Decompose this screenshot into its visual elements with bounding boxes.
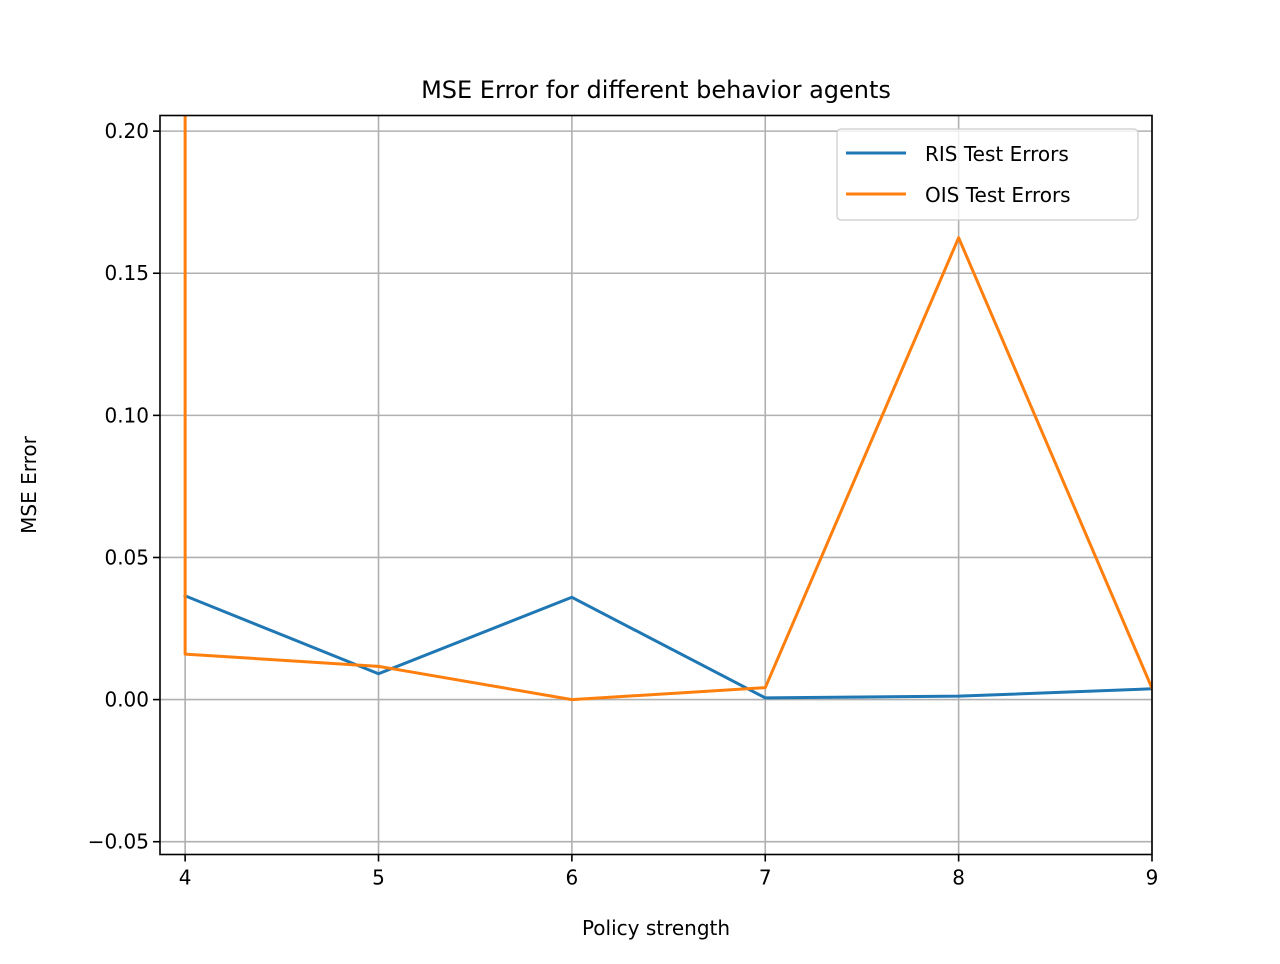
legend-label-ois: OIS Test Errors <box>925 183 1071 207</box>
plot-frame <box>159 114 1153 856</box>
x-tick-label: 5 <box>372 866 385 890</box>
y-tick-label: 0.10 <box>104 403 149 427</box>
x-tick-label: 9 <box>1146 866 1159 890</box>
x-tick-label: 6 <box>566 866 579 890</box>
series-lines <box>183 115 1152 702</box>
series-line-ois-test-errors <box>183 115 1152 702</box>
y-tick-label: 0.00 <box>104 688 149 712</box>
x-tick-label: 7 <box>759 866 772 890</box>
plot-area <box>160 115 1152 855</box>
legend-label-ris: RIS Test Errors <box>925 142 1069 166</box>
y-tick-label: 0.15 <box>104 261 149 285</box>
x-tick-label: 8 <box>952 866 965 890</box>
axis-ticks: 4 5 6 7 8 9 −0.05 0.00 0.05 0.10 0.15 0.20 <box>88 119 1159 889</box>
x-axis-label: Policy strength <box>582 916 730 940</box>
legend-box <box>836 128 1139 221</box>
series-line-ris-test-errors <box>183 593 1152 700</box>
grid <box>160 115 1153 855</box>
x-tick-label: 4 <box>179 866 192 890</box>
legend: RIS Test Errors OIS Test Errors <box>836 128 1139 221</box>
y-tick-label: 0.05 <box>104 545 149 569</box>
y-axis-label: MSE Error <box>17 435 41 533</box>
y-tick-label: −0.05 <box>88 830 149 854</box>
y-tick-label: 0.20 <box>104 119 149 143</box>
chart-title: MSE Error for different behavior agents <box>421 76 891 104</box>
